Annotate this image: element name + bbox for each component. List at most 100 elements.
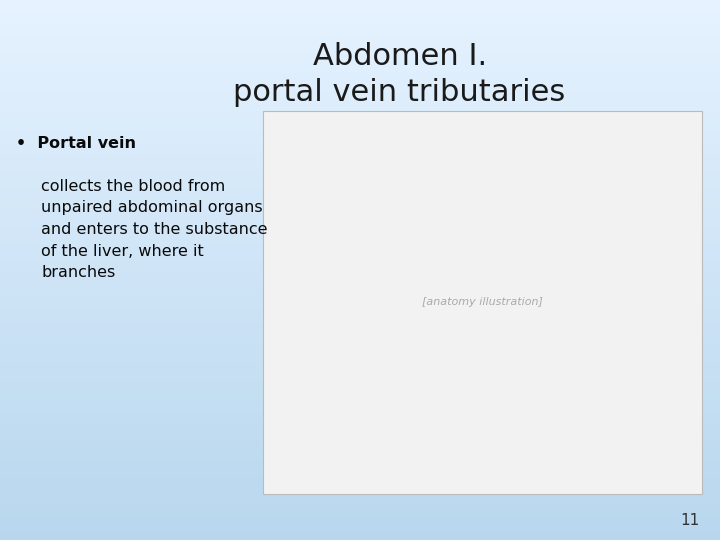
Bar [0, 284, 720, 286]
Text: 11: 11 [680, 513, 700, 528]
Bar [0, 97, 720, 100]
Bar [0, 143, 720, 146]
Bar [0, 373, 720, 375]
Bar [0, 443, 720, 445]
Bar [0, 189, 720, 192]
Bar [0, 70, 720, 73]
Bar [0, 94, 720, 97]
Bar [0, 302, 720, 305]
Bar [0, 389, 720, 392]
Bar [0, 516, 720, 518]
Bar [0, 446, 720, 448]
Bar [0, 86, 720, 89]
Bar [0, 437, 720, 440]
Bar [0, 475, 720, 478]
Bar [0, 451, 720, 454]
Bar [0, 230, 720, 232]
Bar [0, 173, 720, 176]
Bar [0, 378, 720, 381]
Bar [0, 408, 720, 410]
Bar [0, 294, 720, 297]
Bar [0, 154, 720, 157]
Bar [0, 300, 720, 302]
Bar [0, 397, 720, 400]
Bar [0, 178, 720, 181]
Bar [0, 176, 720, 178]
Bar [0, 410, 720, 413]
Text: collects the blood from
unpaired abdominal organs
and enters to the substance
of: collects the blood from unpaired abdomin… [41, 179, 268, 280]
Bar [0, 327, 720, 329]
Bar [0, 319, 720, 321]
Bar [0, 89, 720, 92]
Bar [0, 338, 720, 340]
Bar [0, 524, 720, 526]
Text: •  Portal vein: • Portal vein [16, 136, 136, 151]
Bar [0, 221, 720, 224]
Bar [0, 170, 720, 173]
Bar [0, 130, 720, 132]
Bar [0, 427, 720, 429]
Bar [0, 494, 720, 497]
Bar [0, 227, 720, 229]
Bar [0, 386, 720, 389]
Bar [0, 500, 720, 502]
Text: [anatomy illustration]: [anatomy illustration] [422, 298, 543, 307]
Bar [0, 238, 720, 240]
Bar [0, 8, 720, 11]
Bar [0, 103, 720, 105]
Bar [0, 254, 720, 256]
Bar [0, 467, 720, 470]
Bar [0, 416, 720, 418]
Bar [0, 224, 720, 227]
Bar [0, 459, 720, 462]
Bar [0, 240, 720, 243]
Bar [0, 413, 720, 416]
Bar [0, 418, 720, 421]
Bar [0, 470, 720, 472]
Bar [0, 248, 720, 251]
Bar [0, 127, 720, 130]
Bar [0, 356, 720, 359]
Bar [0, 394, 720, 397]
Bar [0, 113, 720, 116]
Bar [0, 124, 720, 127]
Bar [0, 49, 720, 51]
Bar [0, 40, 720, 43]
Bar [0, 119, 720, 122]
Bar [0, 421, 720, 424]
Bar [0, 159, 720, 162]
Bar [0, 208, 720, 211]
Bar [0, 259, 720, 262]
Bar [0, 92, 720, 94]
Bar [0, 321, 720, 324]
Bar [0, 462, 720, 464]
Bar [0, 381, 720, 383]
Bar [0, 62, 720, 65]
Bar [0, 502, 720, 505]
Bar [0, 405, 720, 408]
Bar [0, 46, 720, 49]
Bar [0, 81, 720, 84]
Bar [0, 54, 720, 57]
Bar [0, 202, 720, 205]
Bar [0, 243, 720, 246]
Bar [0, 138, 720, 140]
Bar [0, 162, 720, 165]
Bar [0, 116, 720, 119]
Bar [0, 424, 720, 427]
Bar [0, 165, 720, 167]
Bar [0, 278, 720, 281]
Bar [0, 32, 720, 35]
Bar [0, 489, 720, 491]
Bar [0, 292, 720, 294]
Bar [0, 383, 720, 386]
Bar [0, 84, 720, 86]
Bar [0, 448, 720, 451]
Bar [0, 508, 720, 510]
Bar [0, 529, 720, 532]
Bar [0, 275, 720, 278]
Bar [0, 181, 720, 184]
Bar [0, 297, 720, 300]
Bar [0, 335, 720, 338]
Bar [0, 16, 720, 19]
